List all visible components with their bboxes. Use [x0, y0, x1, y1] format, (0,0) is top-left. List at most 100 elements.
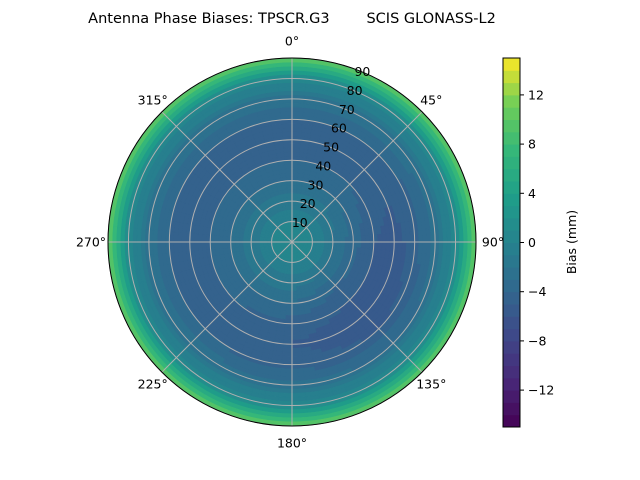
contour-cell	[377, 241, 383, 251]
colorbar-level	[503, 353, 520, 366]
r-tick-label: 50	[323, 140, 339, 155]
contour-cell	[291, 143, 301, 149]
r-tick-label: 80	[347, 83, 363, 98]
contour-cell	[291, 172, 299, 178]
contour-cell	[286, 294, 293, 300]
contour-cell	[336, 241, 342, 247]
contour-cell	[291, 184, 298, 190]
contour-cell	[381, 241, 387, 251]
contour-cell	[422, 241, 428, 255]
contour-cell	[283, 147, 293, 153]
contour-cell	[385, 233, 391, 243]
colorbar-level	[503, 365, 520, 379]
contour-cell	[291, 351, 303, 357]
contour-cell	[291, 347, 302, 353]
colorbar-level	[503, 291, 520, 305]
contour-cell	[291, 327, 301, 333]
colorbar-level	[503, 279, 520, 293]
contour-cell	[173, 241, 179, 253]
contour-cell	[222, 241, 228, 249]
contour-cell	[291, 110, 304, 117]
contour-cell	[281, 351, 293, 357]
contour-cell	[291, 192, 297, 198]
contour-cell	[152, 241, 158, 255]
colorbar-level	[503, 328, 520, 342]
contour-cell	[291, 286, 297, 292]
theta-tick-label: 225°	[138, 377, 168, 392]
colorbar-level	[503, 107, 520, 120]
contour-cell	[173, 231, 179, 243]
contour-cell	[160, 230, 167, 243]
contour-cell	[201, 241, 207, 251]
contour-cell	[156, 229, 162, 243]
contour-cell	[405, 241, 411, 253]
contour-cell	[288, 200, 293, 206]
contour-cell	[364, 241, 370, 250]
contour-cell	[291, 290, 297, 296]
contour-cell	[426, 229, 432, 243]
contour-cell	[181, 232, 187, 243]
contour-cell	[285, 168, 293, 174]
contour-cell	[283, 331, 293, 337]
contour-cell	[279, 106, 293, 112]
colorbar-level	[503, 402, 520, 416]
contour-cell	[242, 241, 248, 247]
colorbar-level	[503, 94, 520, 108]
chart-title: Antenna Phase Biases: TPSCR.G3 SCIS GLON…	[88, 11, 496, 27]
contour-cell	[291, 355, 303, 361]
theta-tick-label: 180°	[277, 436, 307, 451]
colorbar-tick-label: −8	[528, 333, 546, 348]
contour-cell	[280, 367, 293, 374]
contour-cell	[156, 241, 162, 255]
contour-cell	[250, 241, 256, 246]
contour-cell	[291, 278, 296, 284]
contour-cell	[284, 314, 293, 320]
contour-cell	[197, 241, 203, 251]
contour-cell	[285, 310, 293, 316]
colorbar-level	[503, 242, 520, 256]
contour-cell	[283, 151, 293, 157]
contour-cell	[279, 376, 293, 382]
r-tick-label: 60	[331, 121, 347, 136]
contour-cell	[201, 233, 207, 243]
contour-cell	[336, 237, 342, 243]
contour-cell	[279, 372, 293, 378]
polar-axes: 0° 45° 90° 135° 180° 225° 270° 315° 10 20 30 40 50 60…	[76, 34, 504, 451]
colorbar-level	[503, 254, 520, 268]
colorbar-level	[503, 193, 520, 207]
colorbar-level	[503, 377, 520, 391]
contour-cell	[234, 236, 240, 243]
contour-cell	[344, 241, 350, 248]
contour-cell	[152, 229, 158, 243]
colorbar: −12 −8 −4 0 4 8 12	[502, 57, 554, 428]
contour-cell	[280, 110, 293, 117]
colorbar-level	[503, 119, 520, 133]
colorbar-level	[503, 156, 520, 170]
contour-cell	[218, 241, 224, 249]
contour-cell	[281, 123, 293, 129]
contour-cell	[281, 127, 293, 133]
contour-cell	[291, 102, 305, 108]
contour-cell	[291, 127, 303, 133]
colorbar-level	[503, 414, 520, 428]
contour-cell	[291, 335, 301, 341]
contour-cell	[364, 234, 370, 243]
theta-tick-label: 270°	[76, 235, 106, 250]
contour-cell	[291, 123, 303, 129]
colorbar-level	[503, 217, 520, 231]
contour-cell	[287, 192, 293, 198]
contour-cell	[181, 241, 187, 252]
contour-cell	[291, 168, 299, 174]
contour-cell	[385, 241, 391, 251]
theta-tick-label: 45°	[420, 92, 442, 107]
contour-cell	[285, 172, 293, 178]
contour-cell	[328, 238, 334, 243]
contour-cell	[281, 355, 293, 361]
colorbar-level	[503, 340, 520, 354]
contour-cell	[291, 306, 299, 312]
contour-cell	[291, 372, 305, 378]
contour-cell	[417, 230, 424, 243]
contour-cell	[397, 232, 403, 243]
theta-tick-label: 90°	[482, 235, 504, 250]
contour-cell	[291, 151, 301, 157]
